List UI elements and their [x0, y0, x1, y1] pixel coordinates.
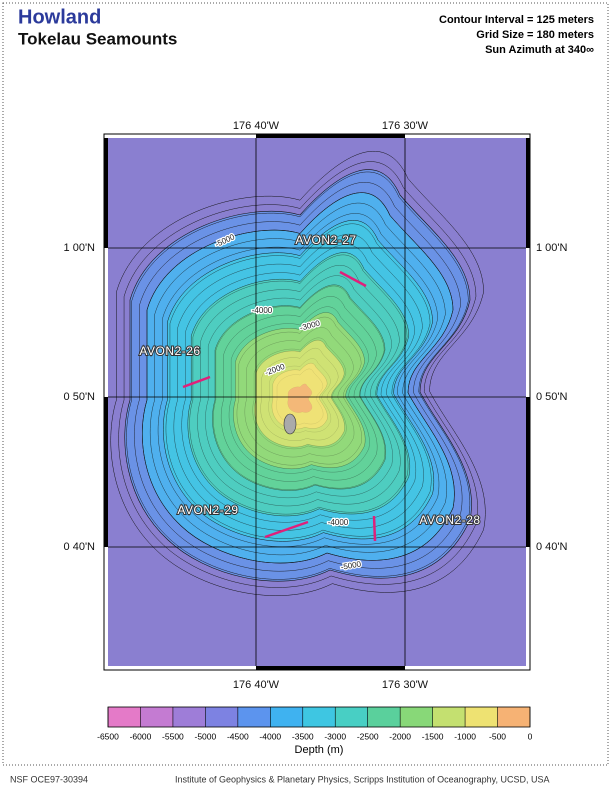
colorbar: -6500 -6000 -5500 -5000 -4500 -4000 -3500 -3000… [97, 706, 533, 741]
colorbar-segment [367, 707, 401, 727]
colorbar-segment [432, 707, 466, 727]
colorbar-tick-label: -5500 [162, 731, 184, 741]
colorbar-tick-label: -3000 [324, 731, 346, 741]
colorbar-tick-label: -4500 [227, 731, 249, 741]
depth-zone [287, 383, 313, 413]
station-label: AVON2-27 [295, 233, 356, 247]
page-border [2, 2, 609, 766]
colorbar-segment [172, 707, 206, 727]
bathymetry [108, 138, 526, 666]
contour [142, 192, 455, 564]
lon-label: 176 30'W [382, 120, 429, 132]
colorbar-tick-label: -500 [489, 731, 506, 741]
contour [118, 161, 478, 588]
colorbar-segment [302, 707, 336, 727]
note: Contour Interval = 125 meters [439, 14, 594, 26]
colorbar-tick-label: -6000 [130, 731, 152, 741]
title: Howland [18, 6, 101, 28]
contour [126, 171, 470, 580]
colorbar-segment [108, 707, 141, 727]
contour [110, 150, 486, 596]
note: Sun Azimuth at 340∞ [485, 44, 594, 56]
lat-label: 1 00'N [536, 242, 568, 254]
colorbar-tick-label: -5000 [195, 731, 217, 741]
lat-label: 0 40'N [64, 541, 96, 553]
contour-label: -4000 [328, 518, 349, 527]
contour [150, 202, 447, 556]
station-label: AVON2-26 [139, 344, 200, 358]
colorbar-segment [465, 707, 498, 727]
footer-left: NSF OCE97-30394 [10, 774, 88, 784]
lat-label: 0 40'N [536, 541, 568, 553]
colorbar-segment [400, 707, 433, 727]
graticule [108, 138, 526, 666]
subtitle: Tokelau Seamounts [18, 29, 177, 48]
station-label: AVON2-28 [419, 513, 480, 527]
colorbar-segment [205, 707, 238, 727]
lon-label: 176 40'W [233, 120, 280, 132]
colorbar-segment [270, 707, 303, 727]
colorbar-tick-label: -2000 [389, 731, 411, 741]
colorbar-tick-label: -3500 [292, 731, 314, 741]
colorbar-tick-label: -1500 [422, 731, 444, 741]
frame-bars [104, 134, 530, 670]
lon-label: 176 30'W [382, 679, 429, 691]
colorbar-tick-label: -1000 [454, 731, 476, 741]
colorbar-tick-label: 0 [528, 731, 533, 741]
contour-label: -4000 [252, 306, 273, 315]
colorbar-segment [237, 707, 271, 727]
station-label: AVON2-29 [177, 503, 238, 517]
colorbar-tick-label: -4000 [259, 731, 281, 741]
footer-right: Institute of Geophysics & Planetary Phys… [175, 774, 550, 784]
lat-label: 0 50'N [64, 391, 96, 403]
colorbar-label: Depth (m) [295, 744, 344, 756]
colorbar-tick-label: -2500 [357, 731, 379, 741]
colorbar-segment [335, 707, 368, 727]
lat-label: 0 50'N [536, 391, 568, 403]
note: Grid Size = 180 meters [476, 29, 594, 41]
lat-label: 1 00'N [64, 242, 96, 254]
colorbar-segment [140, 707, 173, 727]
colorbar-tick-label: -6500 [97, 731, 119, 741]
colorbar-segment [497, 707, 530, 727]
lon-label: 176 40'W [233, 679, 280, 691]
